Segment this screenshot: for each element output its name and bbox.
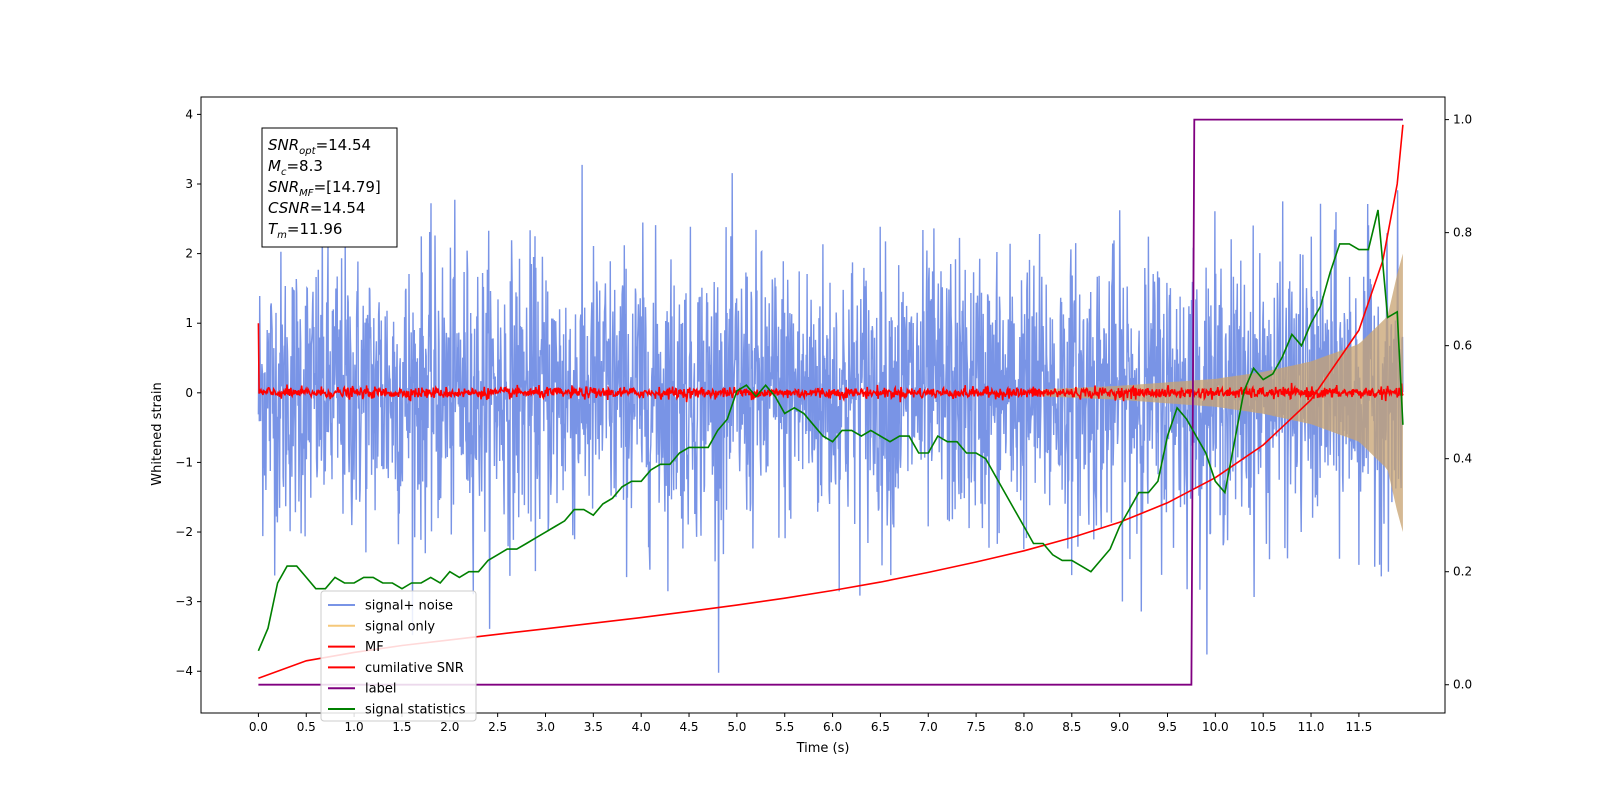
x-tick-label: 9.0 [1110,720,1129,734]
x-tick-label: 7.0 [919,720,938,734]
annotation-box-frame [261,127,398,248]
y-axis-ticks: 4 3 2 1 0 −1 −2 −3 −4 [175,107,201,678]
legend-label: label [365,682,396,697]
x-tick-label: 2.5 [488,720,507,734]
legend-label: signal+ noise [365,599,453,614]
x-tick-label: 11.5 [1346,720,1373,734]
x-tick-label: 6.0 [823,720,842,734]
y-tick-label: −2 [175,525,193,539]
annotation-symbol: SNR [268,178,299,196]
y2-tick-label: 0.8 [1453,226,1472,240]
x-tick-label: 1.5 [392,720,411,734]
y-tick-label: 2 [185,247,193,261]
signal-statistics-line [257,209,1404,652]
annotation-value: =[14.79] [314,178,381,196]
x-tick-label: 2.0 [440,720,459,734]
legend: signal+ noise signal only MF cumilative SNR… [320,590,477,722]
signal-noise-line [257,164,1404,673]
annotation-symbol: T [268,220,279,238]
y-tick-label: 1 [185,316,193,330]
y-tick-label: 3 [185,177,193,191]
annotation-value: =8.3 [286,157,322,175]
y2-tick-label: 0.6 [1453,339,1472,353]
y-tick-label: −3 [175,595,193,609]
x-tick-label: 0.0 [249,720,268,734]
x-tick-label: 3.5 [584,720,603,734]
annotation-symbol: M [268,157,281,175]
x-tick-label: 8.0 [1014,720,1033,734]
x-tick-label: 8.5 [1062,720,1081,734]
legend-frame [320,590,477,722]
x-tick-label: 3.0 [536,720,555,734]
annotation-line: Tm=11.96 [268,220,342,241]
annotation-line: CSNR=14.54 [268,199,365,217]
annotation-value: =14.54 [310,199,366,217]
y-tick-label: 4 [185,107,193,121]
x-tick-label: 0.5 [297,720,316,734]
annotation-line: SNRMF=[14.79] [268,178,381,199]
y-tick-label: −4 [175,664,193,678]
y2-tick-label: 0.0 [1453,678,1472,692]
x-tick-label: 10.0 [1202,720,1229,734]
annotation-value: =14.54 [316,136,372,154]
x-tick-label: 4.0 [632,720,651,734]
axes-frame [200,96,1446,714]
label-line [258,118,1403,686]
x-tick-label: 5.0 [727,720,746,734]
y2-tick-label: 1.0 [1453,113,1472,127]
legend-label: cumilative SNR [365,661,464,676]
plot-data [257,118,1404,686]
y2-tick-label: 0.2 [1453,565,1472,579]
mf-line [257,323,1404,403]
annotation-subscript: opt [299,146,316,157]
annotation-line: SNRopt=14.54 [268,136,371,157]
y-tick-label: 0 [185,386,193,400]
x-tick-label: 9.5 [1158,720,1177,734]
y2-tick-label: 0.4 [1453,452,1472,466]
x-tick-label: 1.0 [345,720,364,734]
annotation-subscript: c [281,167,287,178]
y-tick-label: −1 [175,455,193,469]
x-tick-label: 11.0 [1298,720,1325,734]
annotation-subscript: m [277,230,287,241]
x-axis-label: Time (s) [796,741,850,756]
x-tick-label: 10.5 [1250,720,1277,734]
x-axis-ticks: 0.0 0.5 1.0 1.5 2.0 2.5 3.0 3.5 4.0 4.5 5.0 5.5 6.0 6… [249,713,1372,734]
annotation-subscript: MF [299,188,314,199]
x-tick-label: 4.5 [679,720,698,734]
x-tick-label: 5.5 [775,720,794,734]
metrics-annotation-box: SNRopt=14.54Mc=8.3SNRMF=[14.79]CSNR=14.5… [261,127,398,248]
x-tick-label: 6.5 [871,720,890,734]
annotation-symbol: CSNR [268,199,310,217]
legend-label: signal statistics [365,703,466,718]
y2-axis-ticks: 1.0 0.8 0.6 0.4 0.2 0.0 [1445,113,1472,692]
annotation-value: =11.96 [287,220,343,238]
x-tick-label: 7.5 [967,720,986,734]
legend-label: MF [365,640,384,655]
annotation-line: Mc=8.3 [268,157,323,178]
annotation-symbol: SNR [268,136,299,154]
legend-label: signal only [365,619,435,634]
y-axis-label: Whitened strain [150,382,165,485]
